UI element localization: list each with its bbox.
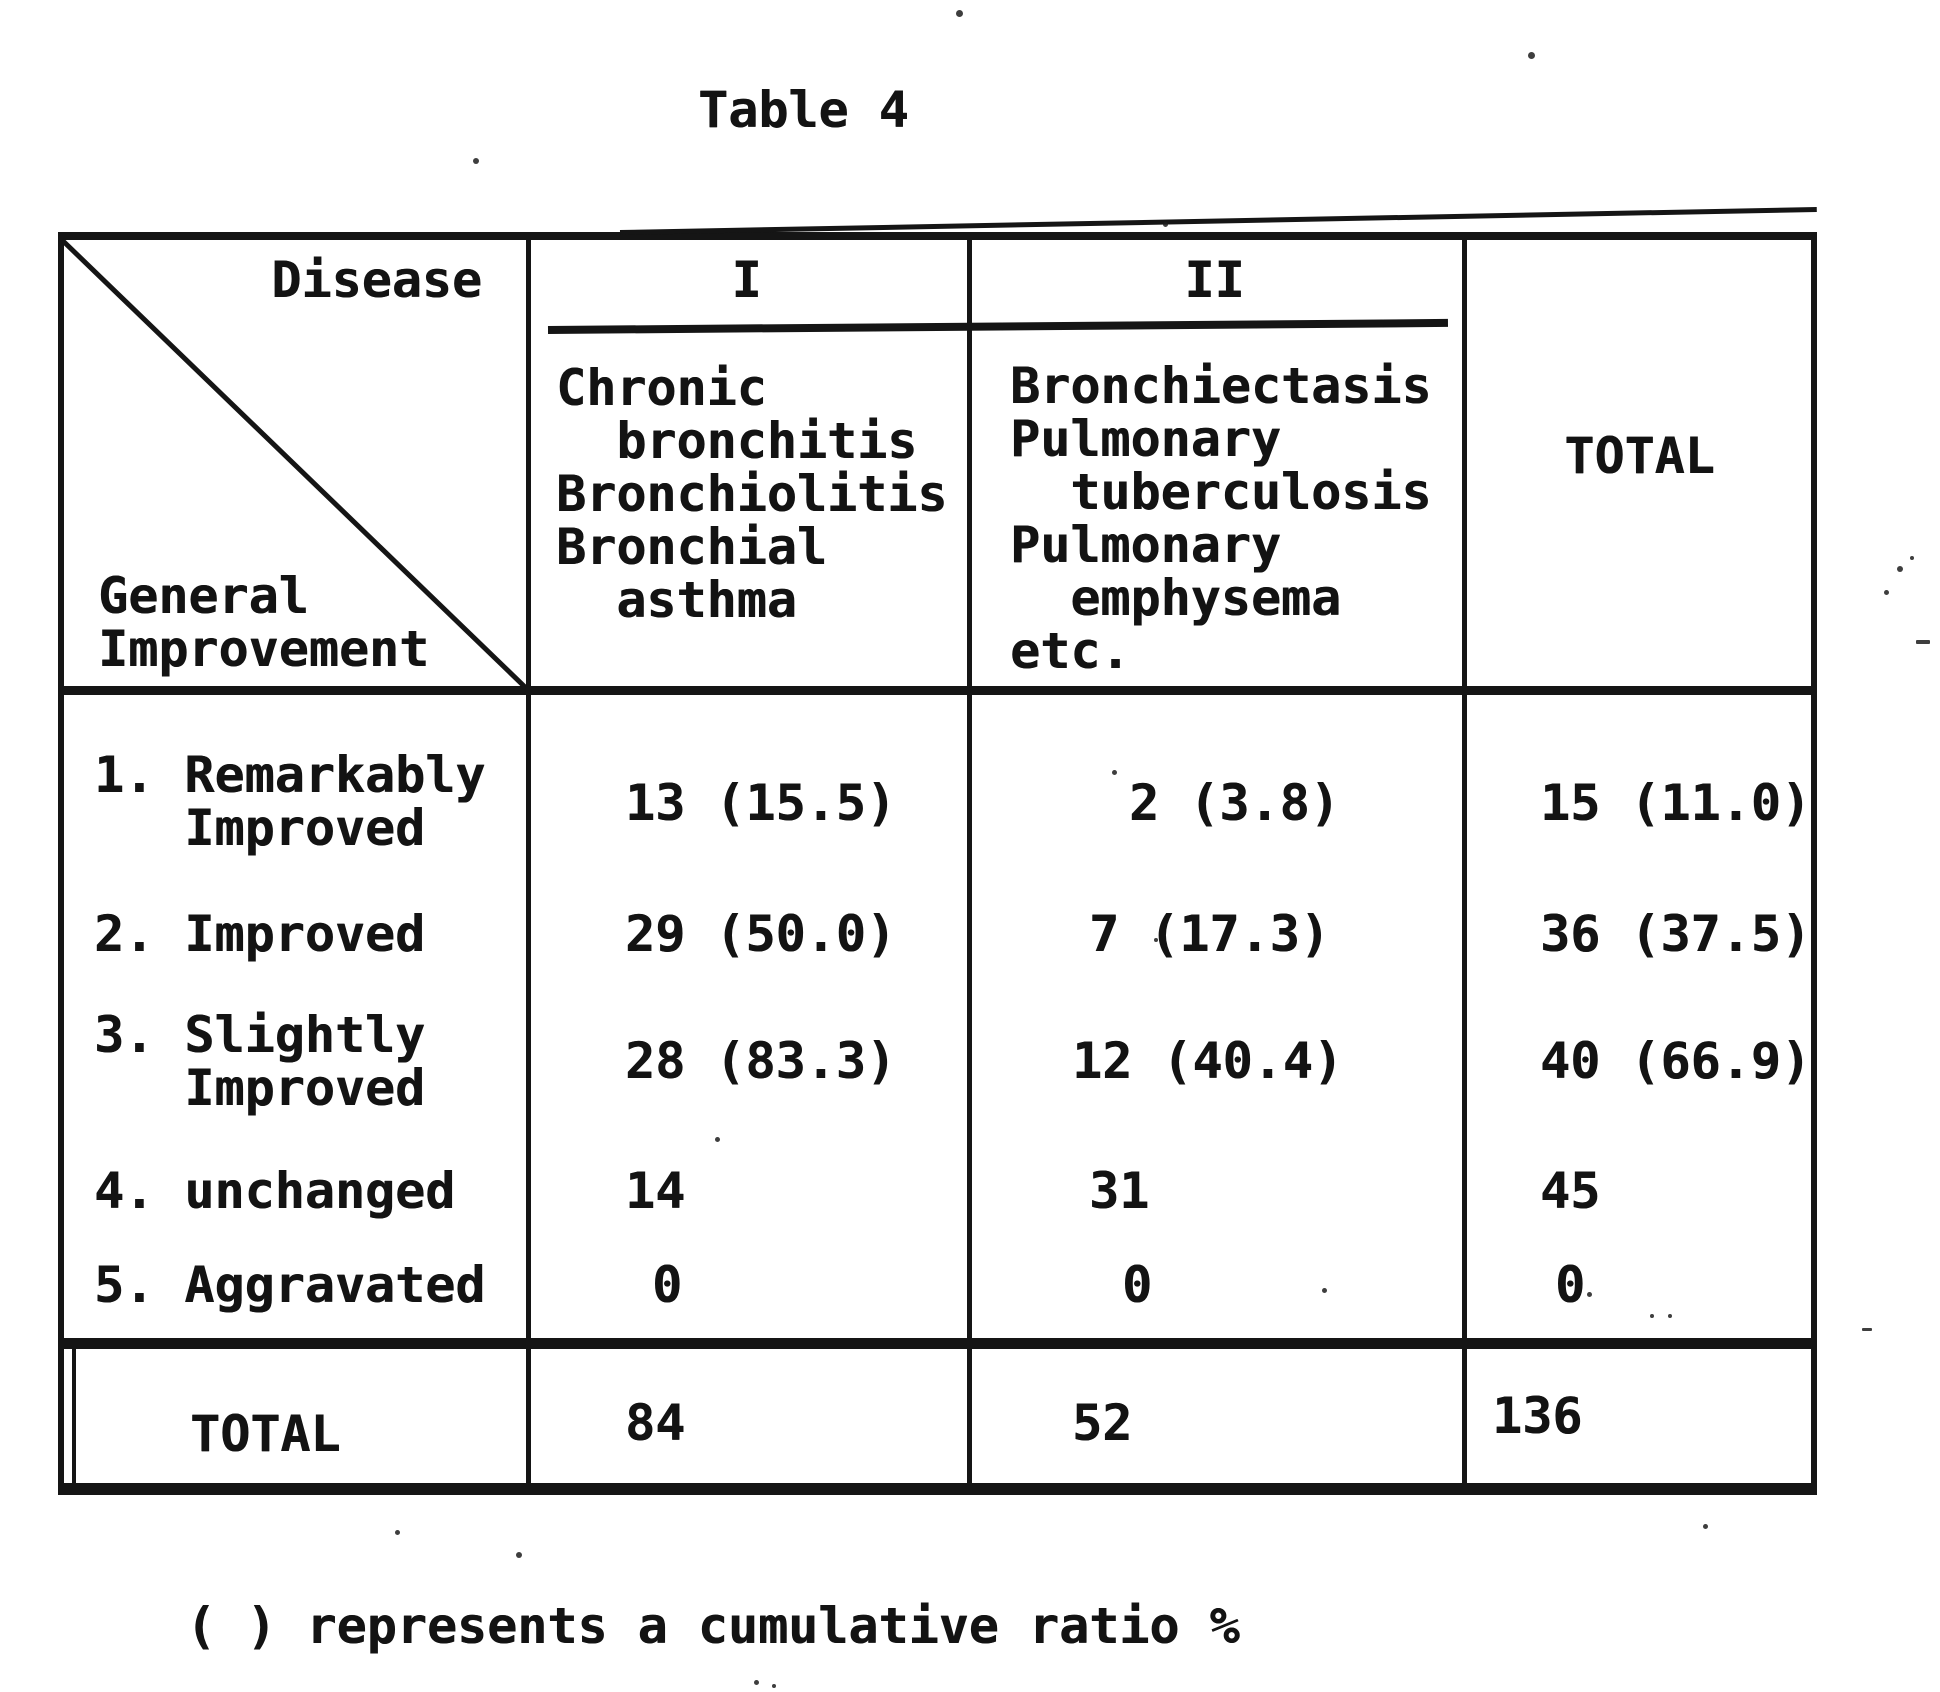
scan-speck xyxy=(395,1530,400,1535)
row-value-ii: 12 (40.4) xyxy=(1072,1032,1343,1090)
scan-speck xyxy=(715,1137,720,1142)
row-value-total: 40 (66.9) xyxy=(1540,1032,1811,1090)
header-separator-line xyxy=(58,686,1817,695)
scan-speck xyxy=(1703,1524,1708,1529)
group-i-numeral: I xyxy=(731,251,762,309)
scan-speck xyxy=(1112,770,1117,775)
scan-speck xyxy=(1154,938,1158,942)
table-border-top-ghost xyxy=(619,207,1817,235)
group-ii-disease-list: Bronchiectasis Pulmonary tuberculosis Pu… xyxy=(1010,357,1432,680)
table-border-right xyxy=(1811,232,1817,1495)
row-label: 5. Aggravated xyxy=(94,1256,486,1314)
table-border-top xyxy=(58,232,1817,240)
total-column-header: TOTAL xyxy=(1564,427,1715,485)
row-label: 4. unchanged xyxy=(94,1162,456,1220)
scan-speck xyxy=(1916,640,1930,644)
scan-speck xyxy=(1163,222,1168,227)
scan-speck xyxy=(956,10,963,17)
row-value-ii: 31 xyxy=(1089,1162,1150,1220)
table-title: Table 4 xyxy=(698,81,909,139)
left-border-scan-double xyxy=(72,1342,76,1490)
table-border-bottom xyxy=(58,1483,1817,1495)
scan-speck xyxy=(1862,1328,1872,1331)
corner-disease-label: Disease xyxy=(271,251,482,309)
row-value-i: 29 (50.0) xyxy=(625,905,896,963)
row-value-i: 14 xyxy=(625,1162,686,1220)
footnote-cumulative-ratio: ( ) represents a cumulative ratio % xyxy=(186,1597,1240,1655)
row-label: 3. Slightly Improved xyxy=(94,1006,426,1117)
row-value-ii: 2 (3.8) xyxy=(1129,774,1340,832)
row-label: 2. Improved xyxy=(94,905,426,963)
scan-speck xyxy=(772,1684,776,1688)
column-divider-2 xyxy=(967,232,972,1495)
row-value-ii: 0 xyxy=(1122,1256,1153,1314)
group-i-disease-list: Chronic bronchitis Bronchiolitis Bronchi… xyxy=(556,359,948,629)
scan-speck xyxy=(1897,566,1903,572)
table-border-left xyxy=(58,232,64,1495)
total-row-value-total: 136 xyxy=(1492,1387,1583,1445)
header-diagonal-line xyxy=(60,238,528,690)
scan-speck xyxy=(1910,556,1914,560)
row-value-total: 0 xyxy=(1555,1256,1586,1314)
corner-general-improvement-label: General Improvement xyxy=(98,567,430,678)
scan-speck xyxy=(1650,1314,1654,1318)
group-numeral-underline xyxy=(547,318,1449,334)
row-value-total: 36 (37.5) xyxy=(1540,905,1811,963)
scan-speck xyxy=(473,158,479,164)
total-row-value-ii: 52 xyxy=(1072,1394,1133,1452)
row-value-total: 45 xyxy=(1540,1162,1601,1220)
total-row-value-i: 84 xyxy=(625,1394,686,1452)
scan-speck xyxy=(754,1680,759,1685)
row-value-total: 15 (11.0) xyxy=(1540,774,1811,832)
scan-speck xyxy=(516,1552,522,1558)
scan-speck xyxy=(1528,52,1535,59)
total-row-separator-line xyxy=(58,1338,1817,1349)
group-ii-numeral: II xyxy=(1184,251,1245,309)
row-value-i: 13 (15.5) xyxy=(625,774,896,832)
row-value-i: 0 xyxy=(652,1256,683,1314)
scan-speck xyxy=(1668,1314,1672,1318)
scan-speck xyxy=(1322,1288,1327,1293)
total-row-label: TOTAL xyxy=(190,1405,341,1463)
column-divider-1 xyxy=(526,232,531,1495)
row-value-ii: 7 (17.3) xyxy=(1089,905,1330,963)
row-label: 1. Remarkably Improved xyxy=(94,746,486,857)
scan-speck xyxy=(1884,590,1889,595)
column-divider-3 xyxy=(1462,232,1467,1495)
scan-speck xyxy=(1587,1292,1592,1297)
row-value-i: 28 (83.3) xyxy=(625,1032,896,1090)
